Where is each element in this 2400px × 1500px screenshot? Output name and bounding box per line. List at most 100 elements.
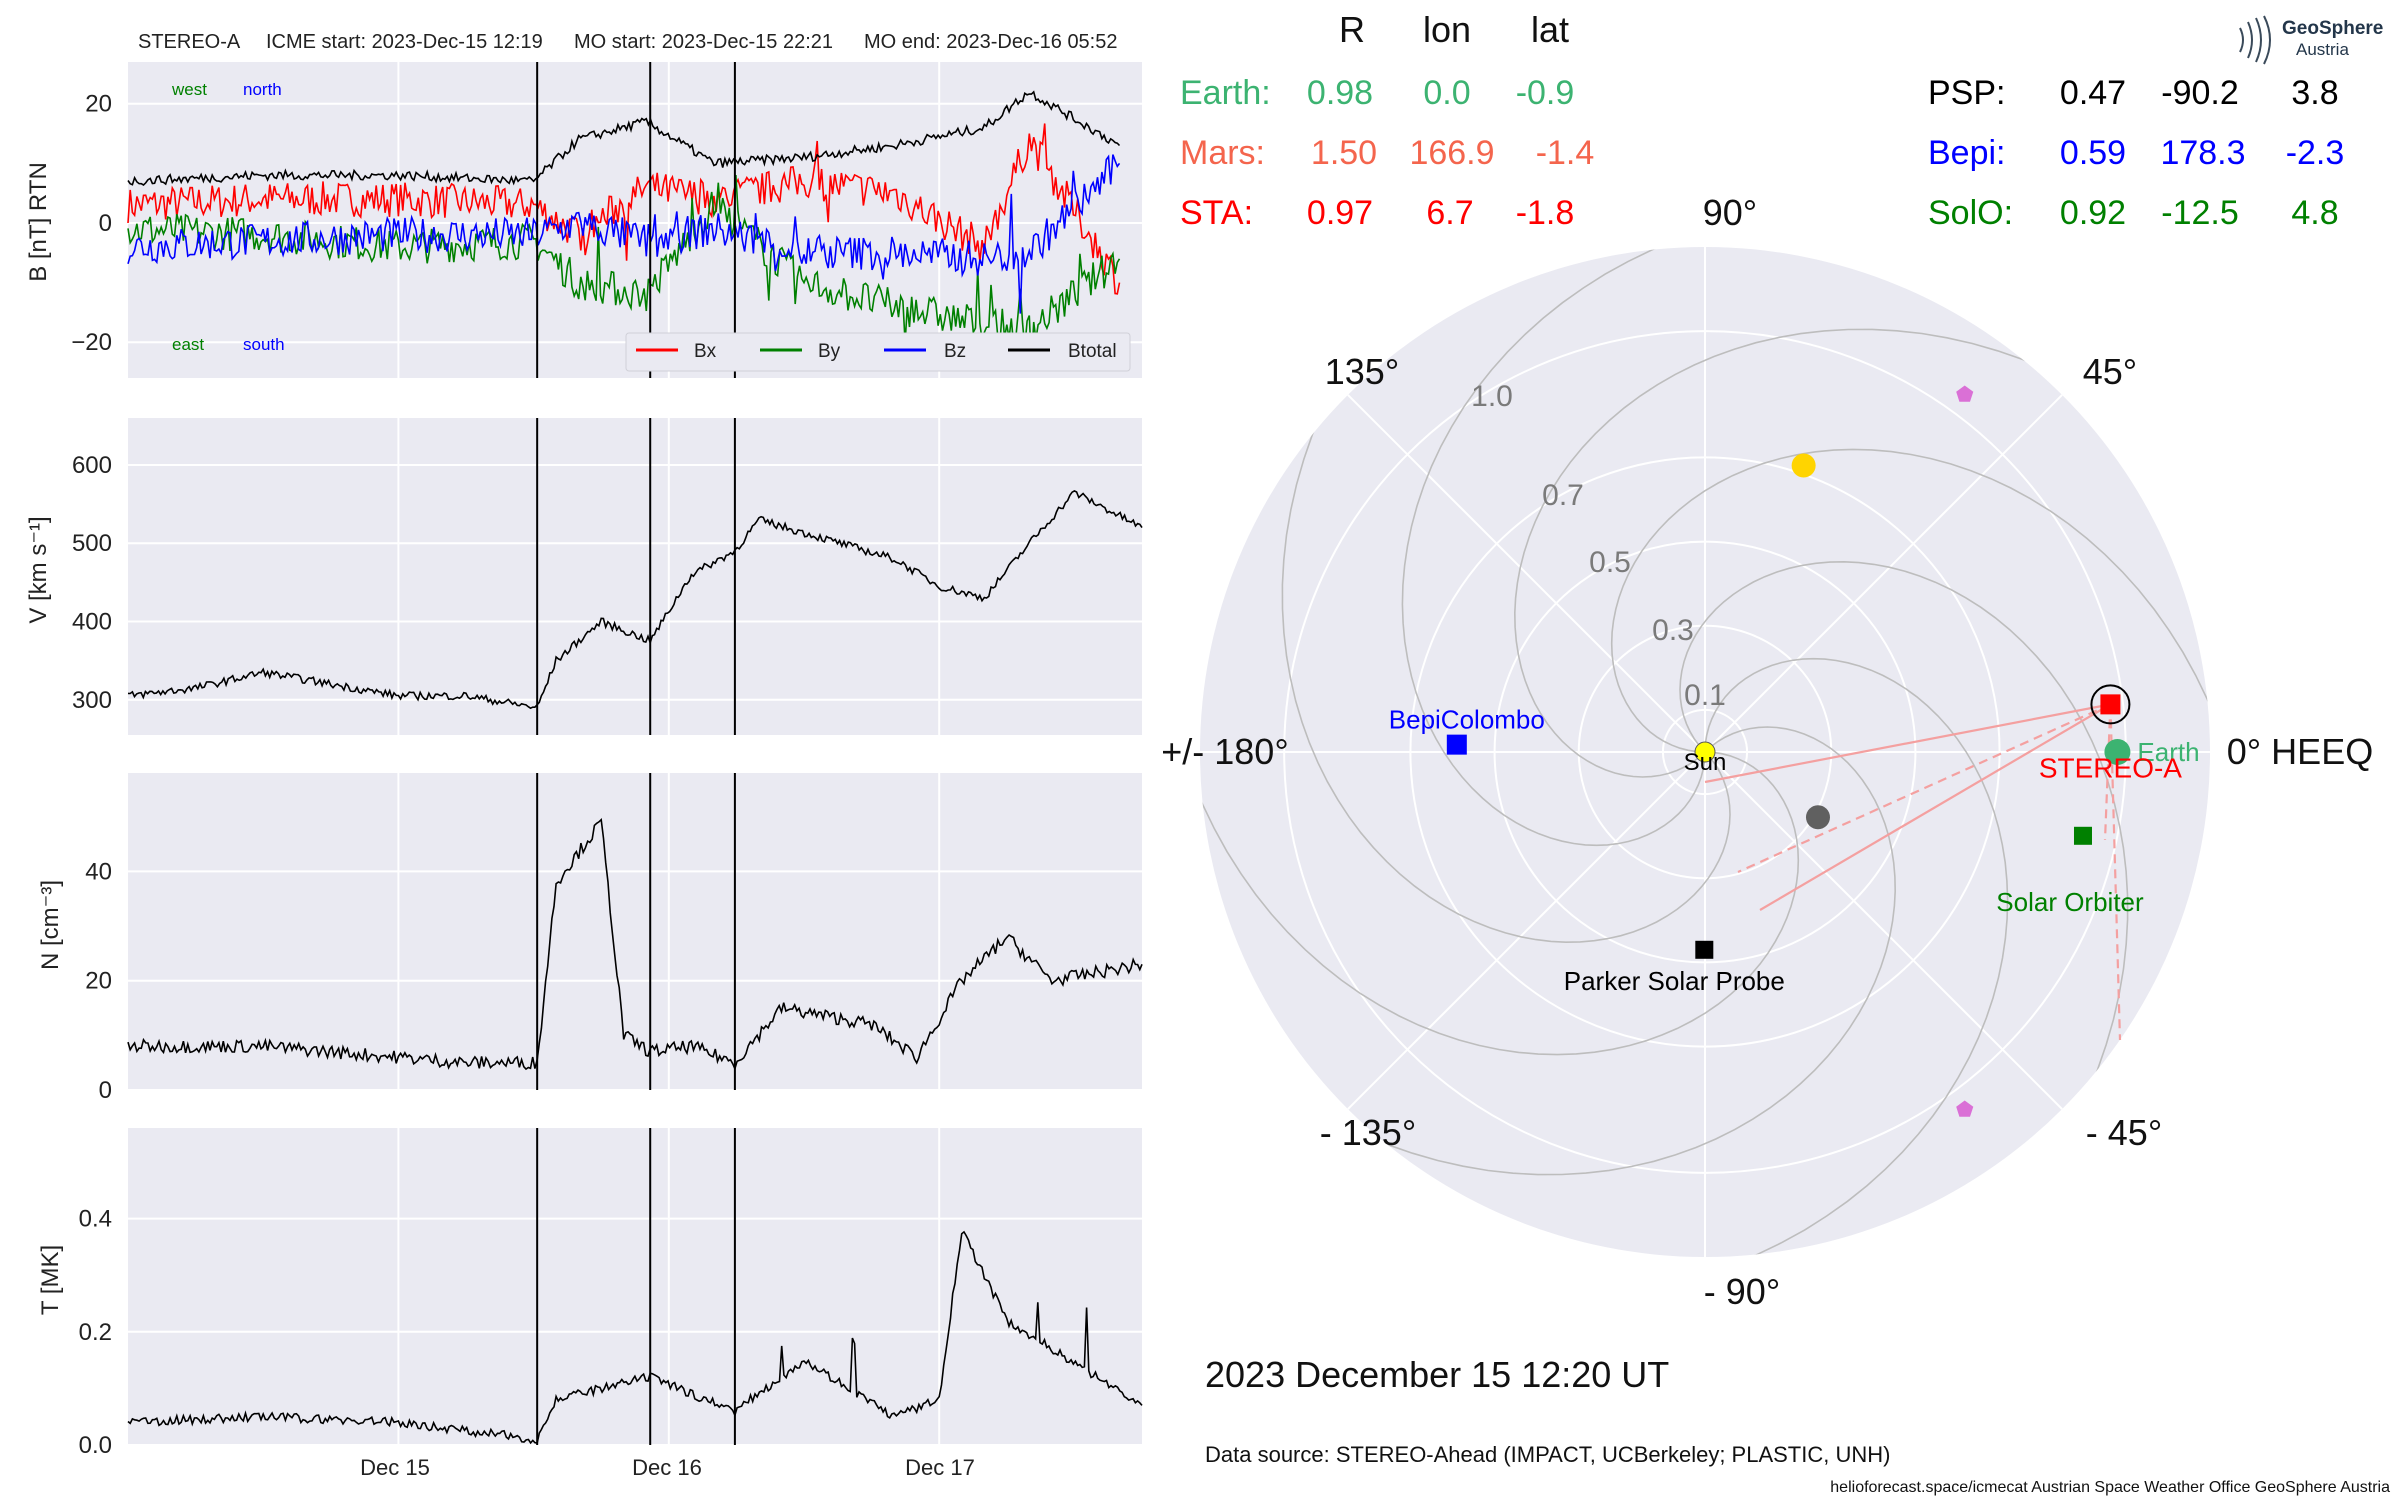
panel-background <box>128 1128 1142 1445</box>
polar-ring <box>1409 456 2001 1048</box>
mercury-marker <box>1805 805 1830 830</box>
header-mo-start: MO start: 2023-Dec-15 22:21 <box>574 31 833 53</box>
pentagon-marker <box>1956 1100 1974 1117</box>
heeq-polar-plot: 0.1 0.3 0.5 0.7 1.0 90° 45° 0° HEEQ - 45° - 90° - … <box>1161 192 2373 1312</box>
spiral-line <box>1200 699 1800 1056</box>
geosphere-logo: GeoSphere Austria <box>2239 15 2383 65</box>
angle-label-am90: - 90° <box>1704 1271 1780 1312</box>
legend-bx: Bx <box>694 341 717 362</box>
earth-label: Earth: <box>1180 74 1271 112</box>
cme-line <box>2103 704 2112 841</box>
venus-marker <box>1791 453 1816 478</box>
spiral-line <box>1610 448 2210 805</box>
psp-r: 0.47 <box>2060 74 2126 112</box>
psp-marker <box>1695 940 1714 959</box>
xtick-dec17: Dec 17 <box>905 1455 975 1480</box>
ytick-label: 20 <box>85 968 112 995</box>
cme-line <box>1759 703 2111 911</box>
ytick-label: −20 <box>71 329 112 356</box>
b-legend: Bx By Bz Btotal <box>625 332 1131 372</box>
psp-lat: 3.8 <box>2291 74 2338 112</box>
angle-label-a90: 90° <box>1703 192 1757 233</box>
ytick-label: 600 <box>72 452 112 479</box>
legend-btotal: Btotal <box>1068 341 1117 362</box>
polar-ring <box>1661 708 1749 796</box>
annotation-north: north <box>243 80 282 99</box>
earth-plot-label: Earth <box>2137 737 2199 767</box>
logo-icon <box>2239 15 2271 65</box>
spiral-line <box>1679 560 2129 1169</box>
b-field-panel: −20 0 20 <box>71 62 1142 378</box>
ylabel-t: T [MK] <box>37 1245 64 1315</box>
cme-line <box>2109 704 2122 1041</box>
logo-line2: Austria <box>2296 40 2349 59</box>
ytick-label: 20 <box>85 91 112 118</box>
ylabel-n: N [cm⁻³] <box>37 880 64 970</box>
ytick-label: 0 <box>99 1077 112 1104</box>
bepi-plot-label: BepiColombo <box>1389 705 1545 735</box>
header-r: R <box>1339 9 1365 50</box>
angle-label-a0: 0° HEEQ <box>2227 731 2373 772</box>
positions-table: R lon lat Earth: 0.98 0.0 -0.9 Mars: 1.5… <box>1180 9 2344 232</box>
bepi-lat: -2.3 <box>2286 134 2345 172</box>
legend-bz: Bz <box>944 341 966 362</box>
mars-r: 1.50 <box>1311 134 1377 172</box>
angle-label-am135: - 135° <box>1320 1112 1416 1153</box>
ytick-label: 300 <box>72 687 112 714</box>
ylabel-b: B [nT] RTN <box>25 162 52 282</box>
sta-lon: 6.7 <box>1426 194 1473 232</box>
panel-background <box>128 418 1142 735</box>
ytick-label: 0.2 <box>79 1319 112 1346</box>
solo-marker <box>2073 826 2092 845</box>
date-label: 2023 December 15 12:20 UT <box>1205 1354 1669 1395</box>
spiral-line <box>1401 247 1758 847</box>
sta-r: 0.97 <box>1307 194 1373 232</box>
series-line-n <box>127 818 1143 1072</box>
sta-lat: -1.8 <box>1516 194 1575 232</box>
annotation-west: west <box>171 80 207 99</box>
spiral-line <box>1281 335 1731 944</box>
psp-label: PSP: <box>1928 74 2005 112</box>
angle-label-a45: 45° <box>2083 351 2137 392</box>
sta-plot-label: STEREO-A <box>2039 752 2182 783</box>
data-source: Data source: STEREO-Ahead (IMPACT, UCBer… <box>1205 1442 1890 1467</box>
sta-ring <box>2090 684 2131 725</box>
series-line-v <box>127 489 1143 710</box>
annotation-east: east <box>172 335 204 354</box>
sun-marker <box>1694 741 1716 763</box>
mars-label: Mars: <box>1180 134 1265 172</box>
sun-label: Sun <box>1684 749 1727 776</box>
xtick-dec15: Dec 15 <box>360 1455 430 1480</box>
bepi-label: Bepi: <box>1928 134 2006 172</box>
annotation-south: south <box>243 335 285 354</box>
earth-lon: 0.0 <box>1423 74 1470 112</box>
solo-lat: 4.8 <box>2291 194 2338 232</box>
polar-ring <box>1493 540 1917 964</box>
bepi-r: 0.59 <box>2060 134 2126 172</box>
angle-label-a180: +/- 180° <box>1161 731 1288 772</box>
polar-ring <box>1577 624 1833 880</box>
spiral-line <box>1288 726 1897 1176</box>
sta-label: STA: <box>1180 194 1253 232</box>
header-lat: lat <box>1531 9 1569 50</box>
mars-lon: 166.9 <box>1409 134 1494 172</box>
temperature-panel: 0.0 0.2 0.4 <box>79 1128 1143 1459</box>
velocity-panel: 300 400 500 600 <box>72 418 1143 735</box>
psp-lon: -90.2 <box>2161 74 2239 112</box>
angle-label-a135: 135° <box>1325 351 1399 392</box>
ylabel-v: V [km s⁻¹] <box>25 516 52 623</box>
angle-label-am45: - 45° <box>2086 1112 2162 1153</box>
earth-lat: -0.9 <box>1516 74 1575 112</box>
xtick-dec16: Dec 16 <box>632 1455 702 1480</box>
parker-spirals <box>1200 247 2210 1257</box>
legend-by: By <box>818 341 841 362</box>
density-panel: 0 20 40 <box>85 773 1143 1104</box>
series-line-btotal <box>127 90 1121 186</box>
psp-plot-label: Parker Solar Probe <box>1564 966 1785 996</box>
mars-lat: -1.4 <box>1536 134 1595 172</box>
ytick-label: 0.4 <box>79 1206 112 1233</box>
solo-lon: -12.5 <box>2161 194 2239 232</box>
bepi-marker <box>1446 734 1467 755</box>
radial-label: 0.5 <box>1589 546 1631 579</box>
